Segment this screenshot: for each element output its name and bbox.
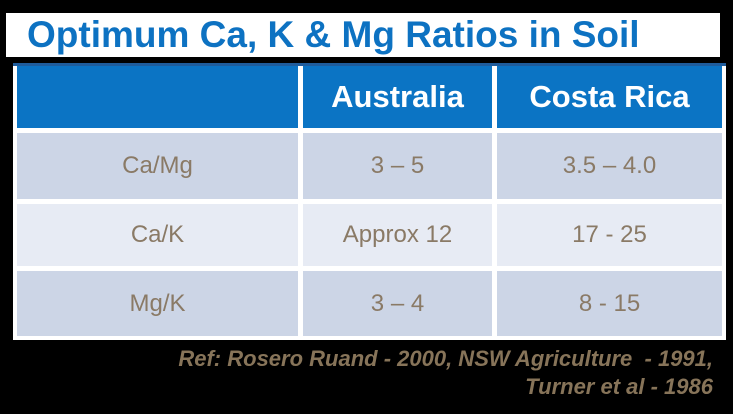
table-corner-cell	[17, 66, 298, 128]
value-ca-k-costa-rica: 17 - 25	[497, 204, 722, 266]
value-mg-k-australia: 3 – 4	[303, 271, 492, 336]
title-band: Optimum Ca, K & Mg Ratios in Soil	[6, 13, 720, 57]
table-header-australia: Australia	[303, 66, 492, 128]
row-label-ca-k: Ca/K	[17, 204, 298, 266]
value-ca-mg-australia: 3 – 5	[303, 133, 492, 199]
row-label-mg-k: Mg/K	[17, 271, 298, 336]
table-header-costa-rica: Costa Rica	[497, 66, 722, 128]
reference-line-1: Ref: Rosero Ruand - 2000, NSW Agricultur…	[178, 346, 713, 371]
ratios-table: Australia Costa Rica Ca/Mg 3 – 5 3.5 – 4…	[13, 63, 726, 340]
ratios-table-grid: Australia Costa Rica Ca/Mg 3 – 5 3.5 – 4…	[17, 66, 722, 336]
reference-note: Ref: Rosero Ruand - 2000, NSW Agricultur…	[178, 345, 713, 401]
value-mg-k-costa-rica: 8 - 15	[497, 271, 722, 336]
value-ca-mg-costa-rica: 3.5 – 4.0	[497, 133, 722, 199]
value-ca-k-australia: Approx 12	[303, 204, 492, 266]
reference-line-2: Turner et al - 1986	[525, 374, 713, 399]
row-label-ca-mg: Ca/Mg	[17, 133, 298, 199]
page-title: Optimum Ca, K & Mg Ratios in Soil	[27, 14, 640, 55]
